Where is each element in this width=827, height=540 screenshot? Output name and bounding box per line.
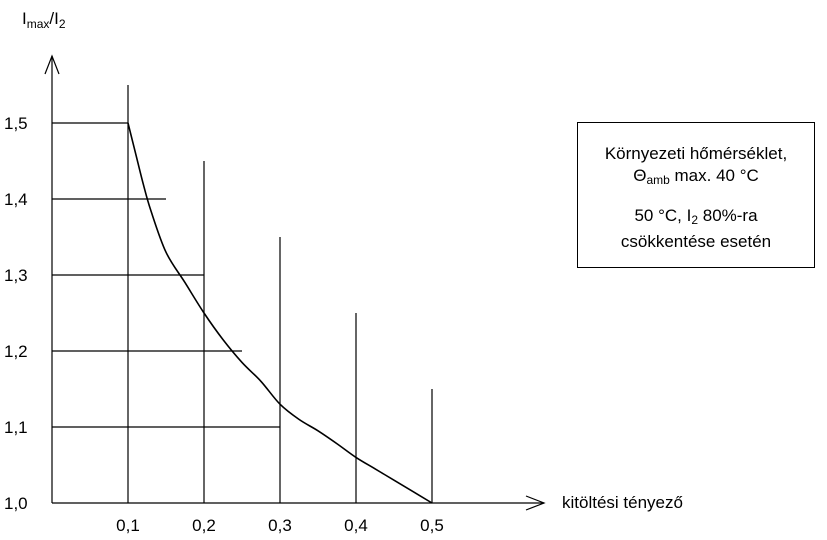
axes: [44, 54, 546, 511]
y-tick-label: 1,0: [4, 494, 28, 513]
series-line: [127, 122, 433, 504]
y-tick-label: 1,3: [4, 266, 28, 285]
y-tick-label: 1,2: [4, 342, 28, 361]
y-axis-arrow: [44, 54, 60, 75]
y-axis-title: Imax/I2: [22, 9, 66, 31]
x-tick-labels: 0,1 0,2 0,3 0,4 0,5: [116, 516, 444, 535]
x-tick-label: 0,2: [192, 516, 216, 535]
annotation-box: Környezeti hőmérséklet, Θamb max. 40 °C …: [577, 122, 815, 268]
x-tick-label: 0,1: [116, 516, 140, 535]
y-tick-label: 1,4: [4, 190, 28, 209]
annotation-line-4: csökkentése esetén: [620, 232, 772, 251]
series-layer: [127, 122, 433, 504]
y-tick-labels: 1,0 1,1 1,2 1,3 1,4 1,5: [4, 114, 28, 513]
x-axis-arrow: [525, 495, 546, 511]
grid-lines: [52, 85, 433, 503]
x-tick-label: 0,5: [420, 516, 444, 535]
x-tick-label: 0,4: [344, 516, 368, 535]
x-tick-label: 0,3: [268, 516, 292, 535]
annotation-line-1: Környezeti hőmérséklet,: [604, 144, 788, 163]
annotation-line-2: Θamb max. 40 °C: [633, 166, 759, 187]
annotation-line-3: 50 °C, I2 80%-ra: [634, 206, 758, 227]
y-tick-label: 1,1: [4, 418, 28, 437]
y-tick-label: 1,5: [4, 114, 28, 133]
x-axis-title: kitöltési tényező: [562, 493, 683, 512]
